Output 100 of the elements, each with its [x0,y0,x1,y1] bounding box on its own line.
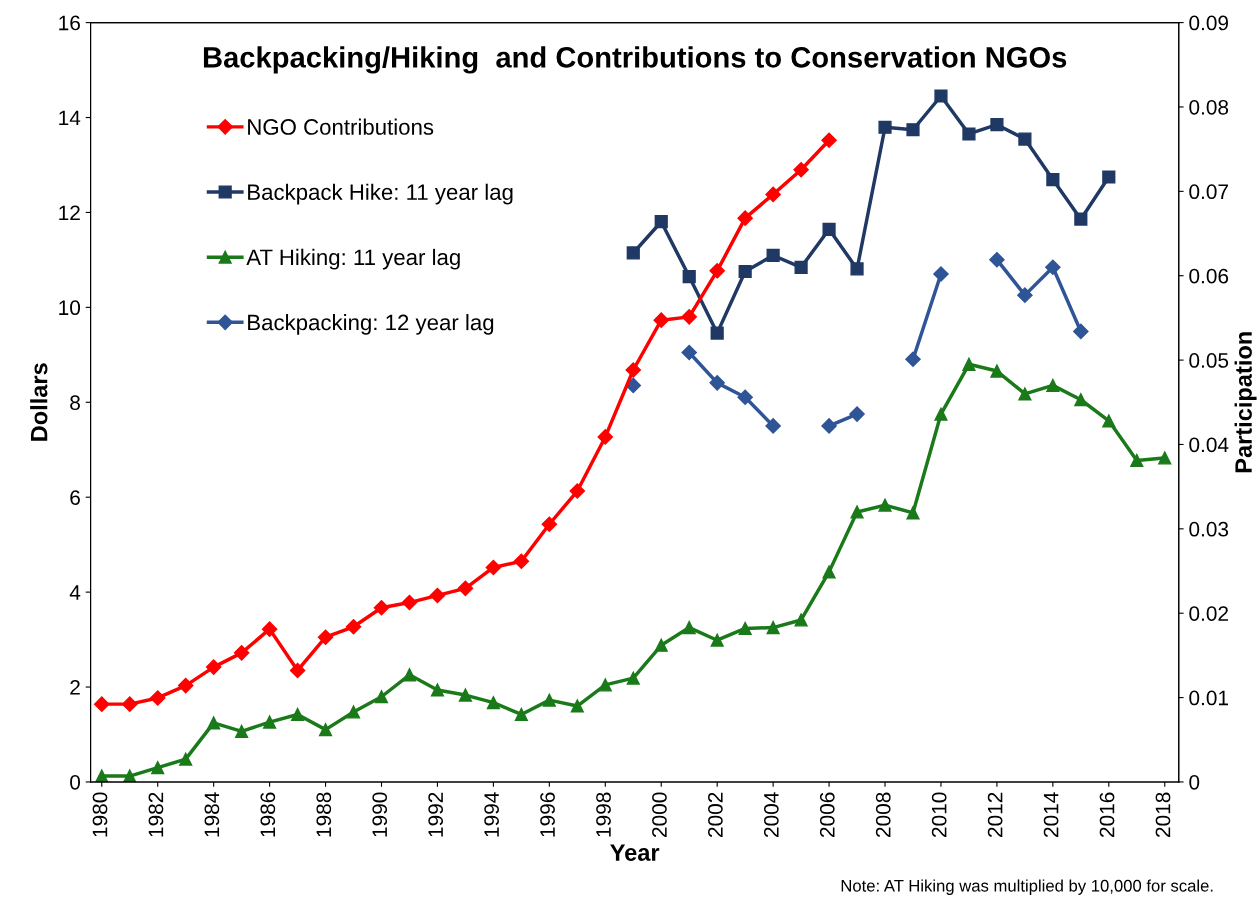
point [766,620,780,635]
y-tick-label: 12 [59,205,80,220]
point [402,668,417,682]
y2-tick-label: 0.06 [1189,268,1229,284]
y2-tick-label: 0.07 [1189,184,1228,200]
x-tick-label: 2008 [875,792,891,837]
point [179,752,193,766]
point [934,89,948,103]
x-tick-label: 2004 [763,792,779,837]
point [737,389,753,405]
x-tick-label: 2010 [931,792,947,837]
point [990,118,1004,132]
point [989,251,1005,268]
y2-tick-label: 0.09 [1189,15,1229,31]
point [151,761,165,775]
y-tick-label: 0 [70,774,81,790]
point [1046,378,1060,393]
point [373,600,390,616]
y2-tick-label: 0.03 [1189,521,1229,537]
point [654,215,668,229]
point [430,683,445,697]
point [318,723,333,737]
point [878,498,892,512]
x-tick-label: 1984 [204,792,220,837]
x-tick-label: 2014 [1043,792,1059,837]
point [709,263,725,279]
point [401,594,418,611]
y-tick-label: 6 [70,490,80,505]
point [1018,387,1032,401]
point [821,418,837,434]
point [933,266,949,282]
point [597,429,614,445]
point [850,505,864,519]
legend-label: NGO Contributions [248,118,434,135]
point [207,716,221,730]
point [766,248,780,263]
x-axis-title: Year [610,844,660,861]
point [710,633,724,647]
point [177,677,194,694]
point [93,696,110,712]
x-tick-label: 1980 [92,792,108,837]
point [317,629,334,645]
point [878,120,892,134]
point [458,688,473,702]
point [626,246,640,260]
x-tick-label: 1994 [484,792,499,837]
point [1102,170,1116,184]
point [1073,323,1089,340]
x-tick-label: 1990 [372,792,388,837]
point [513,553,530,570]
point [849,406,865,422]
y-tick-label: 4 [69,585,81,600]
point [934,407,948,421]
point [765,418,781,434]
y2-tick-label: 0.02 [1189,606,1228,621]
point [794,260,808,274]
point [654,638,668,652]
point [235,724,249,738]
point [906,506,920,520]
point [625,362,642,378]
point [485,559,502,576]
y2-axis-title: Participation [1234,332,1257,473]
point [850,262,864,276]
point [542,693,556,707]
point [822,565,836,579]
point [738,264,752,279]
x-tick-label: 2012 [987,792,1003,837]
point [233,645,250,661]
point [486,696,500,710]
point [1130,453,1144,468]
point [821,132,837,149]
point [682,620,696,635]
point [429,587,446,604]
text: Note: AT Hiking was multiplied by 10,000 for scale. [841,879,1213,895]
y-tick-label: 14 [59,110,81,126]
x-tick-label: 2002 [708,792,723,837]
point [569,483,586,499]
point [570,699,584,713]
y2-tick-label: 0.01 [1189,690,1228,706]
point [345,618,362,635]
y-tick-label: 2 [70,680,80,695]
point [374,690,389,704]
x-tick-label: 2006 [819,792,835,837]
point [1074,212,1088,226]
point [710,326,724,340]
point [1102,414,1116,428]
point [682,269,696,284]
x-tick-label: 2018 [1155,792,1171,837]
point [263,715,277,729]
point [1074,393,1088,407]
point [149,690,166,706]
point [737,210,753,226]
point [261,621,278,637]
point [1158,451,1172,465]
point [653,312,670,328]
point [514,707,528,722]
point [598,678,612,692]
point [905,351,921,368]
point [794,613,808,627]
y2-tick-label: 0.08 [1189,99,1229,115]
